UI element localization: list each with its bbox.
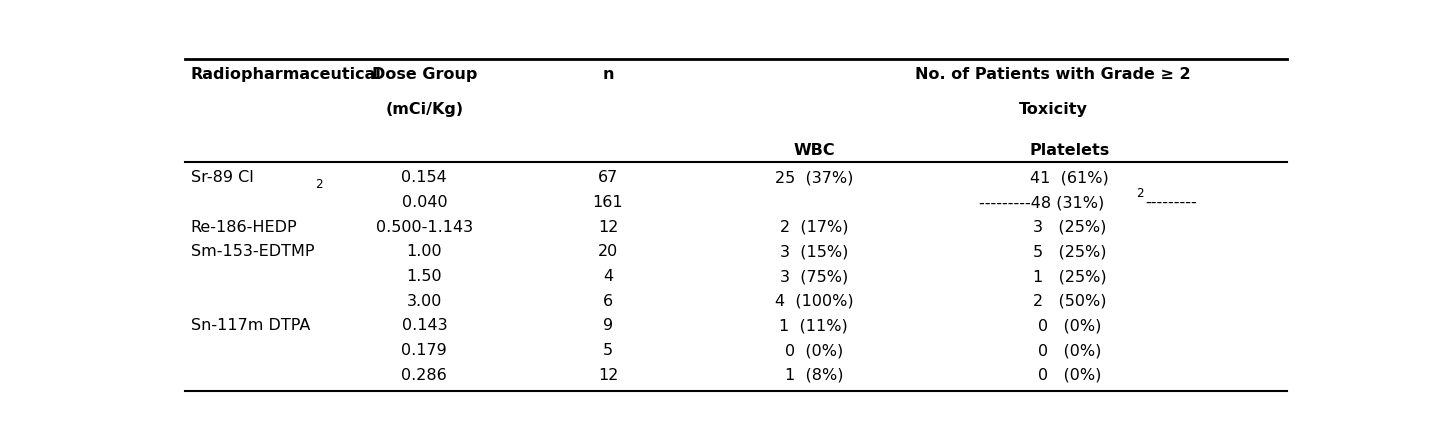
- Text: 0.154: 0.154: [402, 170, 447, 186]
- Text: 0   (0%): 0 (0%): [1038, 368, 1101, 383]
- Text: No. of Patients with Grade ≥ 2: No. of Patients with Grade ≥ 2: [915, 67, 1190, 82]
- Text: 9: 9: [603, 318, 613, 333]
- Text: 2: 2: [1137, 187, 1144, 200]
- Text: 4  (100%): 4 (100%): [774, 294, 853, 309]
- Text: 12: 12: [597, 219, 617, 235]
- Text: 3   (25%): 3 (25%): [1032, 219, 1107, 235]
- Text: 1  (8%): 1 (8%): [784, 368, 843, 383]
- Text: 0.500-1.143: 0.500-1.143: [376, 219, 472, 235]
- Text: 1.50: 1.50: [406, 269, 442, 284]
- Text: 0.040: 0.040: [402, 195, 447, 210]
- Text: 1   (25%): 1 (25%): [1032, 269, 1107, 284]
- Text: Platelets: Platelets: [1030, 143, 1110, 158]
- Text: 161: 161: [593, 195, 623, 210]
- Text: 2   (50%): 2 (50%): [1032, 294, 1107, 309]
- Text: 4: 4: [603, 269, 613, 284]
- Text: 0   (0%): 0 (0%): [1038, 318, 1101, 333]
- Text: (mCi/Kg): (mCi/Kg): [385, 102, 464, 117]
- Text: 20: 20: [597, 245, 617, 259]
- Text: 1.00: 1.00: [406, 245, 442, 259]
- Text: 2  (17%): 2 (17%): [780, 219, 849, 235]
- Text: Re-186-HEDP: Re-186-HEDP: [191, 219, 297, 235]
- Text: 0   (0%): 0 (0%): [1038, 343, 1101, 358]
- Text: Sm-153-EDTMP: Sm-153-EDTMP: [191, 245, 314, 259]
- Text: 2: 2: [316, 177, 323, 190]
- Text: 12: 12: [597, 368, 617, 383]
- Text: 1  (11%): 1 (11%): [780, 318, 849, 333]
- Text: 0  (0%): 0 (0%): [784, 343, 843, 358]
- Text: Sn-117m DTPA: Sn-117m DTPA: [191, 318, 310, 333]
- Text: Toxicity: Toxicity: [1018, 102, 1087, 117]
- Text: Radiopharmaceutical: Radiopharmaceutical: [191, 67, 382, 82]
- Text: 25  (37%): 25 (37%): [774, 170, 853, 186]
- Text: WBC: WBC: [793, 143, 834, 158]
- Text: 0.286: 0.286: [402, 368, 447, 383]
- Text: 3  (75%): 3 (75%): [780, 269, 849, 284]
- Text: 5: 5: [603, 343, 613, 358]
- Text: 0.179: 0.179: [402, 343, 447, 358]
- Text: ---------: ---------: [1146, 195, 1198, 210]
- Text: 0.143: 0.143: [402, 318, 447, 333]
- Text: 6: 6: [603, 294, 613, 309]
- Text: 41  (61%): 41 (61%): [1031, 170, 1109, 186]
- Text: 5   (25%): 5 (25%): [1032, 245, 1107, 259]
- Text: 67: 67: [597, 170, 617, 186]
- Text: 3  (15%): 3 (15%): [780, 245, 849, 259]
- Text: 3.00: 3.00: [406, 294, 442, 309]
- Text: n: n: [602, 67, 613, 82]
- Text: Dose Group: Dose Group: [372, 67, 477, 82]
- Text: ---------48 (31%): ---------48 (31%): [979, 195, 1104, 210]
- Text: Sr-89 Cl: Sr-89 Cl: [191, 170, 253, 186]
